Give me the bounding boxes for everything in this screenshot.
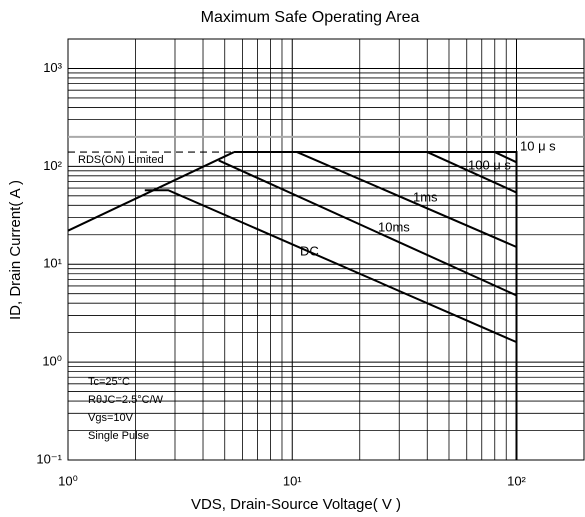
note: Single Pulse <box>88 430 149 442</box>
series-label: 10ms <box>378 219 410 234</box>
y-tick-label: 10⁰ <box>42 354 62 369</box>
series-line <box>426 151 517 194</box>
series-label: 100 μ s <box>468 157 511 172</box>
note: Vgs=10V <box>88 412 134 424</box>
y-tick-label: 10¹ <box>43 256 62 271</box>
series-line <box>218 159 517 297</box>
series-label: DC <box>300 243 319 258</box>
series-label: 10 μ s <box>520 138 556 153</box>
note: Tc=25°C <box>88 376 130 388</box>
x-tick-label: 10⁰ <box>58 473 78 488</box>
x-tick-label: 10¹ <box>283 473 302 488</box>
plot-frame <box>67 38 585 461</box>
series-line <box>144 189 517 344</box>
series-label: RDS(ON) Limited <box>78 154 164 166</box>
note: RθJC=2.5°C/W <box>88 394 164 406</box>
x-tick-label: 10² <box>507 473 526 488</box>
series-line <box>234 151 518 460</box>
chart-title: Maximum Safe Operating Area <box>201 9 420 26</box>
series-line <box>296 151 517 248</box>
y-tick-label: 10⁻¹ <box>36 451 62 466</box>
x-axis-label: VDS, Drain-Source Voltage( V ) <box>191 496 401 513</box>
series-line <box>494 151 517 164</box>
y-axis-label: ID, Drain Current( A ) <box>7 180 24 320</box>
series-line <box>67 151 235 232</box>
y-tick-label: 10² <box>43 158 62 173</box>
y-tick-label: 10³ <box>43 60 62 75</box>
series-label: 1ms <box>413 189 438 204</box>
